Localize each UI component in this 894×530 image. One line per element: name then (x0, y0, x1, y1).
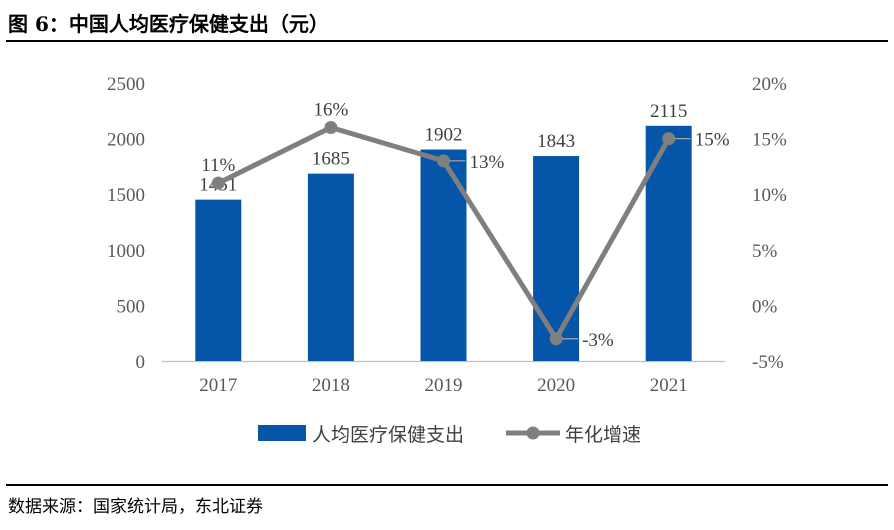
right-axis-tick: -5% (752, 352, 784, 373)
x-axis-tick: 2020 (537, 375, 575, 396)
x-axis-tick: 2019 (425, 375, 463, 396)
x-axis-tick: 2021 (650, 375, 688, 396)
figure-title: 图 6：中国人均医疗保健支出（元） (8, 12, 329, 36)
line-data-label: 11% (201, 155, 235, 176)
title-rule (6, 40, 888, 42)
legend-bar-swatch (258, 425, 306, 441)
line-data-label: 15% (695, 130, 730, 151)
line-point (662, 132, 676, 146)
line-point (437, 154, 450, 168)
line-data-label: 13% (470, 152, 505, 173)
bar-data-label: 1685 (312, 149, 350, 170)
right-axis-tick: 10% (752, 185, 787, 206)
combo-chart: 0 500 1000 1500 2000 2500 -5% 0% 5% 10% 15% 20% 20… (107, 74, 787, 446)
bar (307, 173, 354, 361)
right-axis-tick: 5% (752, 241, 778, 262)
left-axis-tick: 1500 (107, 185, 145, 206)
x-axis-ticks: 2017 2018 2019 2020 2021 (199, 375, 687, 396)
source-rule (6, 484, 888, 486)
legend: 人均医疗保健支出 年化增速 (258, 424, 641, 446)
line-point (324, 120, 338, 134)
bar (195, 199, 242, 361)
bar-data-label: 2115 (650, 101, 687, 122)
legend-bar-label: 人均医疗保健支出 (312, 424, 464, 446)
x-axis-tick: 2017 (199, 375, 237, 396)
left-axis-tick: 2500 (107, 74, 145, 95)
right-axis-tick: 0% (752, 296, 778, 317)
line-point (549, 332, 563, 346)
bar (420, 149, 467, 361)
line-data-label: 16% (313, 99, 348, 120)
left-axis-tick: 500 (117, 296, 146, 317)
bar (645, 125, 692, 361)
line-data-labels: 11% 16% 13% -3% 15% (201, 99, 729, 350)
bar-data-label: 1843 (537, 131, 575, 152)
right-axis-tick: 15% (752, 130, 787, 151)
source-note: 数据来源：国家统计局，东北证券 (8, 497, 263, 517)
bar-data-label: 1902 (425, 124, 463, 145)
left-axis-tick: 1000 (107, 241, 145, 262)
line-data-label: -3% (582, 330, 614, 351)
legend-line-label: 年化增速 (565, 424, 641, 446)
right-axis-ticks: -5% 0% 5% 10% 15% 20% (752, 74, 787, 373)
left-axis-tick: 2000 (107, 130, 145, 151)
left-axis-tick: 0 (136, 352, 146, 373)
left-axis-ticks: 0 500 1000 1500 2000 2500 (107, 74, 145, 373)
x-axis-tick: 2018 (312, 375, 350, 396)
line-series (211, 120, 676, 346)
right-axis-tick: 20% (752, 74, 787, 95)
bar (533, 156, 580, 361)
legend-line-marker (526, 426, 540, 440)
line-point (211, 176, 225, 190)
